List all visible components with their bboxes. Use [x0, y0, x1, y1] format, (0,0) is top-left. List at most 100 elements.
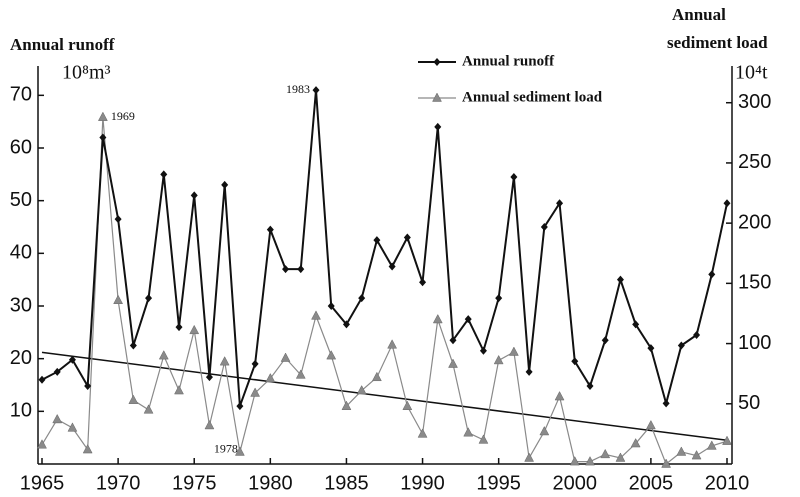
y-tick-label: 40	[10, 242, 32, 264]
point	[616, 275, 624, 284]
point	[571, 357, 579, 366]
point	[234, 446, 245, 456]
x-tick-label: 1990	[400, 472, 445, 494]
y-tick-label: 50	[10, 189, 32, 211]
x-tick-label: 2000	[553, 472, 598, 494]
point	[464, 315, 472, 324]
point	[630, 437, 641, 448]
point	[52, 413, 63, 424]
point	[449, 336, 457, 345]
y-title: Annual runoff	[10, 35, 115, 54]
x-tick-label: 2005	[629, 472, 674, 494]
point	[554, 391, 565, 401]
legend-marker	[433, 58, 441, 66]
point	[417, 428, 428, 438]
point	[128, 394, 139, 404]
point	[143, 404, 154, 414]
trend-line	[41, 351, 728, 442]
point	[160, 170, 168, 179]
y2-unit: 10⁴t	[735, 62, 768, 84]
point	[645, 419, 656, 430]
point	[403, 233, 411, 242]
point	[158, 350, 169, 360]
point	[114, 215, 122, 224]
y-tick-label: 60	[10, 136, 32, 158]
point	[97, 111, 108, 121]
point	[432, 313, 443, 324]
point	[434, 122, 442, 131]
point	[326, 350, 337, 360]
point	[250, 387, 261, 397]
point	[297, 265, 305, 274]
point	[539, 425, 550, 436]
point	[723, 199, 731, 208]
point	[676, 446, 687, 456]
x-tick-label: 1985	[324, 472, 369, 494]
point	[706, 440, 717, 450]
point	[691, 450, 702, 460]
point	[67, 422, 78, 432]
y2-title-line: sediment load	[667, 33, 768, 52]
point	[221, 180, 229, 189]
point	[251, 359, 259, 368]
y2-title-line: Annual	[672, 5, 726, 24]
y2-tick-label: 100	[738, 332, 771, 354]
legend-label: Annual runoff	[462, 53, 555, 69]
point	[295, 369, 306, 379]
point	[356, 385, 367, 395]
x-tick-label: 1965	[20, 472, 65, 494]
y-tick-label: 20	[10, 347, 32, 369]
point	[508, 346, 519, 356]
point	[586, 382, 594, 391]
point	[342, 320, 350, 329]
point	[68, 355, 76, 364]
point	[493, 354, 504, 365]
y2-tick-label: 200	[738, 211, 771, 233]
point	[615, 452, 626, 462]
series-line	[41, 89, 728, 408]
y2-tick-label: 250	[738, 151, 771, 173]
point	[113, 294, 124, 304]
point	[693, 330, 701, 339]
point	[174, 385, 184, 395]
annotation: 1978	[214, 442, 238, 456]
point	[722, 435, 732, 445]
point	[524, 452, 535, 462]
point	[525, 367, 533, 376]
point	[677, 341, 685, 350]
y-tick-label: 10	[10, 400, 32, 422]
x-tick-label: 1970	[96, 472, 141, 494]
point	[312, 86, 320, 95]
point	[189, 324, 200, 335]
point	[402, 400, 413, 410]
legend-label: Annual sediment load	[462, 89, 603, 105]
point	[236, 402, 244, 411]
point	[190, 191, 198, 200]
point	[585, 456, 595, 466]
point	[388, 262, 396, 271]
point	[145, 294, 153, 303]
point	[478, 434, 489, 444]
y2-tick-label: 50	[738, 392, 760, 414]
point	[540, 223, 548, 231]
point	[601, 336, 609, 345]
point	[282, 265, 290, 274]
point	[463, 427, 474, 437]
point	[266, 225, 274, 234]
point	[280, 352, 291, 362]
point	[569, 456, 580, 466]
x-tick-label: 1980	[248, 472, 293, 494]
point	[82, 444, 93, 454]
point	[661, 458, 672, 468]
point	[556, 199, 564, 208]
point	[419, 278, 427, 287]
y2-tick-label: 150	[738, 272, 771, 294]
point	[358, 294, 366, 303]
point	[175, 323, 183, 332]
annotation: 1983	[286, 82, 310, 96]
point	[219, 356, 230, 366]
point	[387, 339, 398, 349]
y-tick-label: 70	[10, 84, 32, 106]
point	[647, 344, 655, 353]
